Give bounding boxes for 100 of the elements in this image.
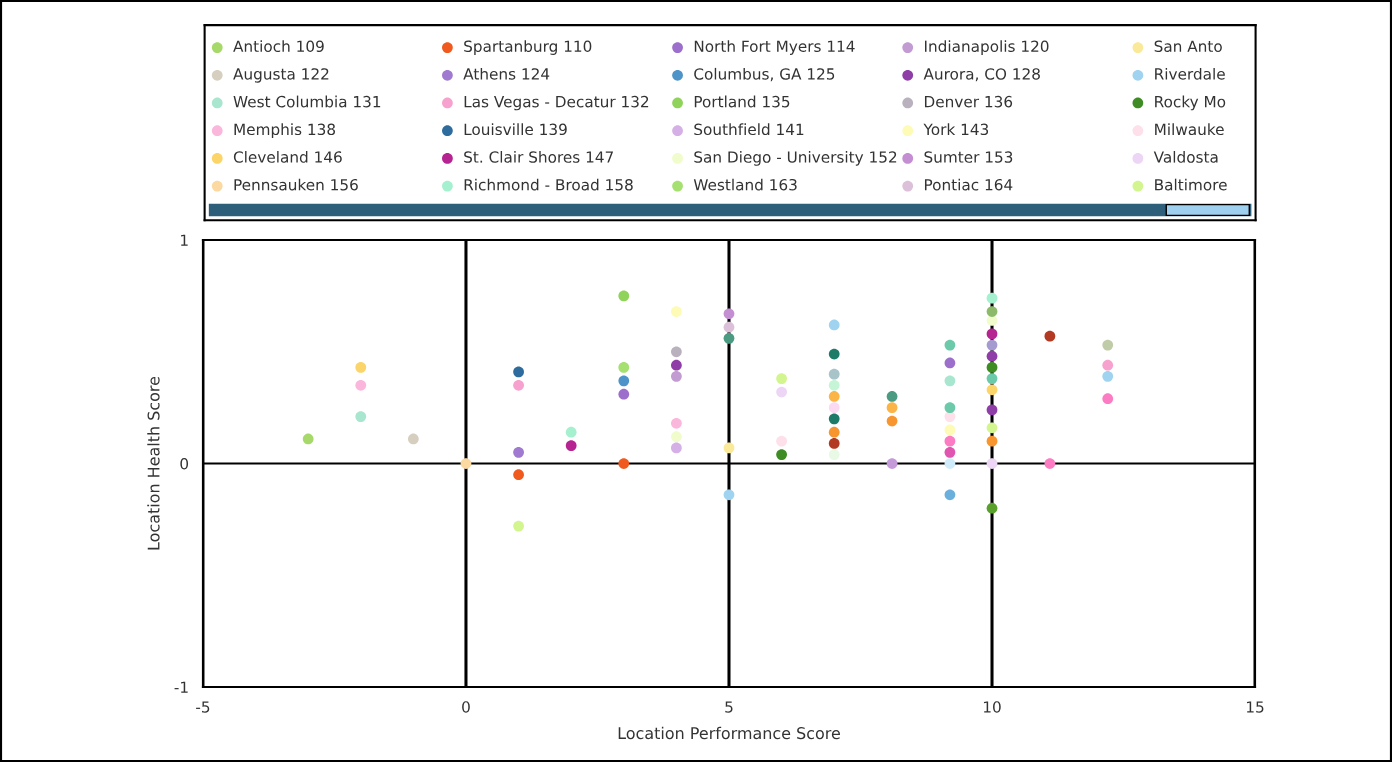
legend-label: York 143 [923, 123, 989, 136]
point [986, 306, 998, 317]
point [944, 458, 956, 469]
legend-label: Aurora, CO 128 [923, 68, 1040, 82]
legend-label: Westland 163 [693, 178, 797, 191]
y-tick-label: 0 [180, 457, 189, 470]
point [986, 362, 998, 373]
point [986, 339, 998, 351]
point [986, 328, 998, 340]
point [886, 415, 898, 427]
point [618, 290, 630, 302]
point [723, 332, 735, 344]
point [828, 348, 840, 360]
point [776, 386, 787, 398]
point [671, 346, 682, 358]
legend-label: St. Clair Shores 147 [464, 150, 613, 163]
point [355, 379, 367, 391]
legend-label: North Fort Myers 114 [694, 40, 855, 55]
point [618, 375, 630, 387]
legend-label: Riverdale [1155, 67, 1225, 80]
legend-label: Southfield 141 [694, 123, 804, 136]
point [776, 449, 787, 460]
point [776, 373, 787, 384]
point [618, 362, 630, 373]
point [1044, 458, 1056, 469]
point [355, 362, 367, 373]
legend-label: Valdosta [1153, 150, 1218, 163]
point [944, 489, 956, 501]
point [886, 402, 898, 414]
point [944, 375, 956, 387]
point [986, 435, 998, 447]
legend-label: Las Vegas - Decatur 132 [464, 95, 649, 111]
point [618, 388, 630, 400]
legend-label: Indianapolis 120 [924, 40, 1049, 55]
point [986, 502, 998, 514]
point [828, 319, 840, 331]
legend-label: Milwauke [1155, 123, 1224, 136]
legend-label: Rocky Mo [1155, 95, 1226, 111]
point [513, 446, 524, 458]
legend-label: Athens 124 [463, 67, 550, 80]
x-tick-label: 0 [462, 701, 470, 713]
point [776, 435, 787, 447]
point [944, 357, 956, 369]
point [986, 384, 998, 396]
point [407, 433, 419, 445]
legend-label: Cleveland 146 [233, 150, 342, 163]
point [986, 373, 998, 384]
legend-label: Portland 135 [694, 95, 790, 108]
x-axis-title: Location Performance Score [618, 726, 840, 740]
point [828, 438, 840, 449]
point [565, 426, 577, 438]
point [460, 458, 472, 469]
x-tick-label: 10 [983, 701, 1001, 713]
point [565, 440, 577, 452]
point [723, 321, 735, 333]
x-tick-label: 15 [1246, 701, 1264, 713]
legend-label: Memphis 138 [234, 123, 336, 139]
point [671, 306, 682, 317]
point [723, 442, 735, 454]
point [671, 431, 682, 443]
legend-label: Pontiac 164 [924, 178, 1013, 191]
point [828, 379, 840, 391]
x-tick-label: 5 [725, 701, 733, 713]
point [986, 458, 998, 469]
point [671, 370, 682, 382]
legend-label: Louisville 139 [464, 123, 567, 136]
legend-label: Sumter 153 [924, 151, 1013, 163]
legend-label: Augusta 122 [233, 68, 329, 83]
legend-label: San Anto [1154, 40, 1222, 53]
legend-label: San Diego - University 152 [694, 150, 897, 166]
legend-label: Richmond - Broad 158 [464, 178, 633, 191]
point [944, 435, 956, 447]
point [302, 433, 314, 445]
point [1102, 370, 1114, 382]
y-tick-label: -1 [174, 681, 188, 693]
point [513, 469, 524, 481]
point [886, 458, 898, 469]
point [828, 449, 840, 460]
point [618, 458, 630, 469]
point [986, 422, 998, 434]
point [944, 424, 956, 436]
legend-label: Columbus, GA 125 [694, 67, 835, 82]
legend-label: West Columbia 131 [233, 95, 381, 108]
point [1102, 339, 1114, 351]
point [986, 292, 998, 304]
point [671, 417, 682, 429]
point [886, 391, 898, 402]
point [671, 359, 682, 371]
legend-label: Spartanburg 110 [464, 40, 592, 55]
point [828, 413, 840, 425]
point [944, 339, 956, 351]
legend-label: Baltimore [1155, 178, 1227, 191]
point [1102, 393, 1114, 405]
y-axis-title: Location Health Score [147, 376, 160, 550]
point [986, 404, 998, 416]
point [671, 442, 682, 454]
point [944, 446, 956, 458]
point [1102, 359, 1114, 371]
legend-label: Pennsauken 156 [234, 178, 358, 191]
point [828, 402, 840, 414]
